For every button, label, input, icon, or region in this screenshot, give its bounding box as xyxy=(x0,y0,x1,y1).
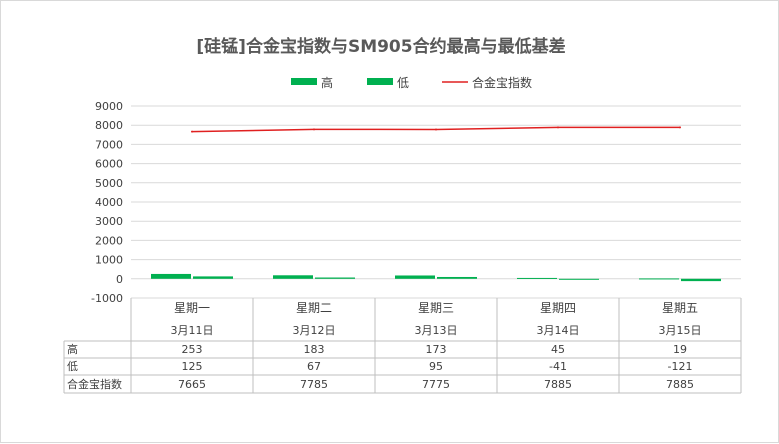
bar-low xyxy=(315,277,355,279)
y-tick-label: 2000 xyxy=(95,234,123,247)
index-point xyxy=(191,130,193,133)
legend-swatch xyxy=(291,78,317,85)
index-point xyxy=(313,128,315,131)
table-cell: 19 xyxy=(673,343,687,356)
bars xyxy=(151,273,721,282)
table-cell: 7885 xyxy=(666,378,694,391)
bar-high xyxy=(395,275,435,279)
y-tick-label: 3000 xyxy=(95,215,123,228)
table-cell: 95 xyxy=(429,360,443,373)
table-row-label: 合金宝指数 xyxy=(67,377,122,391)
table-cell: 183 xyxy=(304,343,325,356)
legend: 高 低 合金宝指数 xyxy=(291,75,532,90)
y-tick-label: 1000 xyxy=(95,254,123,267)
table-row-label: 高 xyxy=(67,342,78,356)
y-tick-label: 8000 xyxy=(95,119,123,132)
line-series xyxy=(191,126,681,133)
legend-swatch xyxy=(367,78,393,85)
y-tick-label: -1000 xyxy=(91,292,123,305)
date-label: 3月14日 xyxy=(537,324,580,337)
bar-high xyxy=(639,278,679,280)
bar-high xyxy=(517,277,557,279)
y-axis: -1000 0 1000 2000 3000 4000 5000 6000 7000 8000 90… xyxy=(91,100,123,305)
bar-low xyxy=(437,276,477,279)
table-row-label: 低 xyxy=(67,360,78,373)
category-label: 星期五 xyxy=(662,301,698,315)
date-label: 3月11日 xyxy=(171,324,214,337)
y-tick-label: 5000 xyxy=(95,177,123,190)
table-cell: 173 xyxy=(426,343,447,356)
table-cell: -41 xyxy=(549,360,567,373)
bar-high xyxy=(151,273,191,279)
index-point xyxy=(679,126,681,129)
table-cell: 7775 xyxy=(422,378,450,391)
index-point xyxy=(557,126,559,129)
legend-label: 合金宝指数 xyxy=(472,75,532,90)
category-label: 星期四 xyxy=(540,301,576,315)
date-label: 3月12日 xyxy=(293,324,336,337)
y-tick-label: 6000 xyxy=(95,158,123,171)
table-cell: 7885 xyxy=(544,378,572,391)
table-cell: 125 xyxy=(182,360,203,373)
table-cell: -121 xyxy=(668,360,693,373)
table-cell: 7785 xyxy=(300,378,328,391)
legend-label: 高 xyxy=(321,75,333,90)
table-cell: 67 xyxy=(307,360,321,373)
y-tick-label: 0 xyxy=(116,273,123,286)
date-label: 3月13日 xyxy=(415,324,458,337)
legend-label: 低 xyxy=(397,76,409,90)
grid xyxy=(131,105,741,299)
index-point xyxy=(435,128,437,131)
y-tick-label: 4000 xyxy=(95,196,123,209)
table-cell: 7665 xyxy=(178,378,206,391)
y-tick-label: 9000 xyxy=(95,100,123,113)
table-cell: 45 xyxy=(551,343,565,356)
category-label: 星期一 xyxy=(174,301,210,315)
chart-title: [硅锰]合金宝指数与SM905合约最高与最低基差 xyxy=(196,36,565,57)
bar-high xyxy=(273,275,313,279)
bar-low xyxy=(559,278,599,280)
table-cell: 253 xyxy=(182,343,203,356)
data-table: 星期一 3月11日 星期二 3月12日 星期三 3月13日 星期四 3月14日 星期五 3月15日… xyxy=(63,298,742,394)
date-label: 3月15日 xyxy=(659,324,702,337)
category-label: 星期三 xyxy=(418,301,454,315)
bar-low xyxy=(681,278,721,282)
y-tick-label: 7000 xyxy=(95,138,123,151)
category-label: 星期二 xyxy=(296,301,332,315)
bar-low xyxy=(193,276,233,279)
